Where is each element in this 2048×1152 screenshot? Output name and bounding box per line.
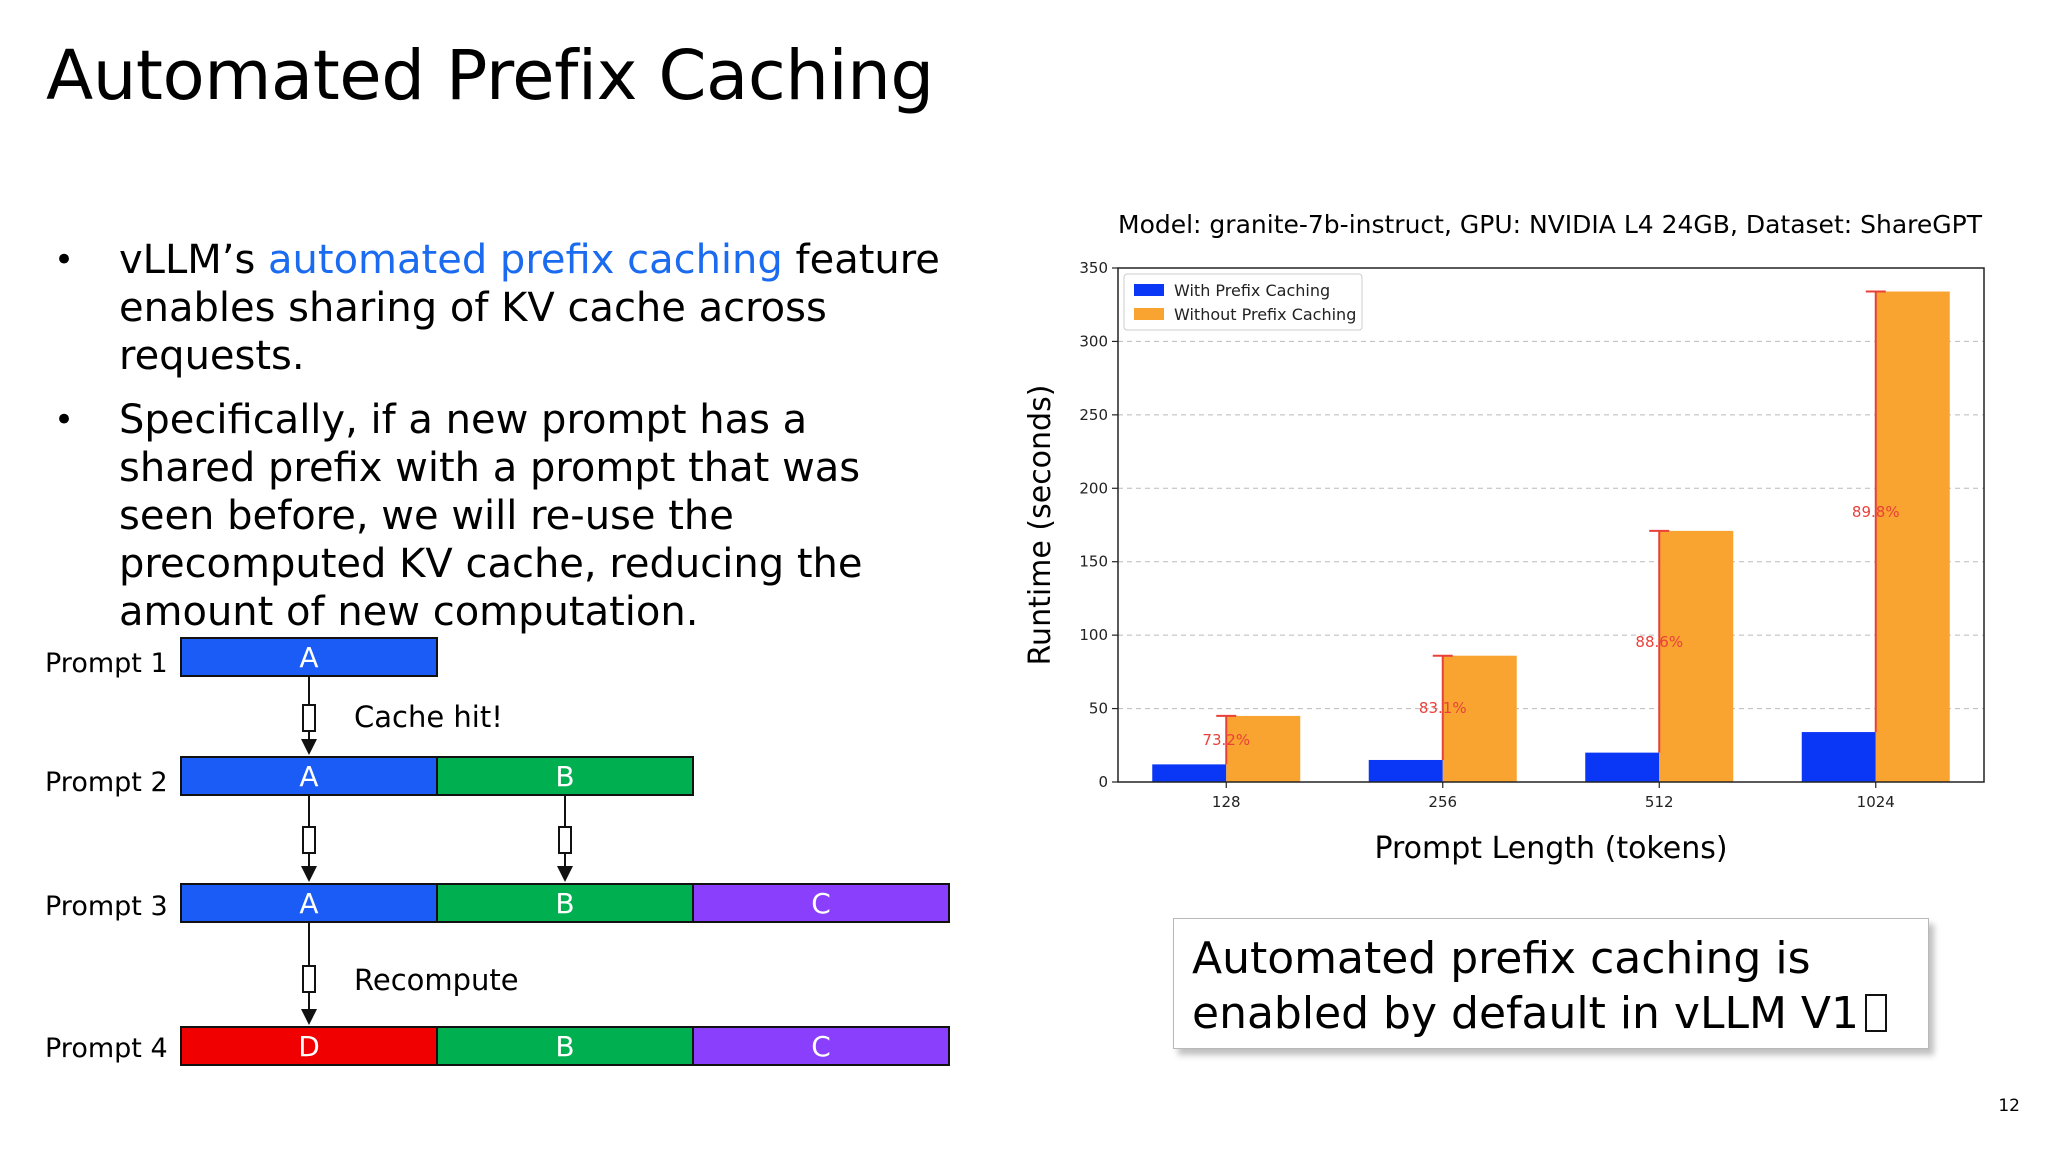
- arrowhead: [557, 866, 573, 882]
- segment-a: A: [180, 637, 438, 677]
- cache-hit-note: Cache hit!: [354, 700, 503, 734]
- bullet-text-post: feature enables sharing of KV cache acro…: [119, 237, 940, 379]
- segment-d: D: [180, 1026, 438, 1066]
- bar-with-caching: [1368, 759, 1443, 782]
- placeholder-glyph-icon: [1865, 994, 1888, 1032]
- legend-swatch: [1134, 308, 1164, 320]
- legend-label: Without Prefix Caching: [1174, 305, 1356, 324]
- bar-with-caching: [1152, 764, 1227, 782]
- segment-c: C: [692, 1026, 950, 1066]
- segment-b: B: [436, 1026, 694, 1066]
- x-tick-label: 1024: [1857, 793, 1895, 811]
- bullet-marker: •: [54, 240, 75, 280]
- legend-label: With Prefix Caching: [1174, 281, 1330, 300]
- page-title: Automated Prefix Caching: [46, 36, 934, 116]
- default-enabled-callout: Automated prefix caching is enabled by d…: [1173, 918, 1929, 1049]
- bullet-text: Specifically, if a new prompt has a shar…: [119, 397, 863, 635]
- bullet-marker: •: [54, 400, 75, 440]
- callout-text: Automated prefix caching is enabled by d…: [1192, 933, 1860, 1039]
- chart-title: Model: granite-7b-instruct, GPU: NVIDIA …: [1118, 210, 1982, 239]
- y-tick-label: 100: [1079, 626, 1108, 644]
- segment-c: C: [692, 883, 950, 923]
- page-number: 12: [1998, 1096, 2020, 1116]
- y-tick-label: 350: [1079, 259, 1108, 277]
- highlight-text: automated prefix caching: [268, 237, 783, 283]
- y-tick-label: 250: [1079, 406, 1108, 424]
- reduction-label: 83.1%: [1419, 699, 1467, 717]
- reduction-label: 89.8%: [1852, 503, 1900, 521]
- segment-b: B: [436, 883, 694, 923]
- segment-a: A: [180, 883, 438, 923]
- bullet-item: • Specifically, if a new prompt has a sh…: [46, 396, 946, 636]
- prompt-label: Prompt 1: [45, 648, 168, 679]
- reduction-label: 88.6%: [1635, 633, 1683, 651]
- y-tick-label: 0: [1098, 773, 1108, 791]
- bar-without-caching: [1875, 291, 1950, 782]
- x-tick-label: 512: [1645, 793, 1674, 811]
- legend-box: [1123, 273, 1363, 331]
- bullet-list: • vLLM’s automated prefix caching featur…: [46, 236, 946, 652]
- y-tick-label: 300: [1079, 332, 1108, 350]
- plot-frame: [1117, 267, 1985, 783]
- bar-with-caching: [1585, 752, 1660, 782]
- y-axis-label: Runtime (seconds): [1023, 385, 1058, 666]
- prompt-label: Prompt 3: [45, 891, 168, 922]
- arrowhead: [301, 739, 317, 755]
- chart-legend: With Prefix Caching Without Prefix Cachin…: [1123, 273, 1363, 331]
- x-tick-labels: 128 256 512 1024: [1212, 782, 1895, 811]
- bars: [1152, 291, 1950, 782]
- difference-markers: 73.2% 83.1% 88.6% 89.8%: [1202, 290, 1900, 765]
- bar-with-caching: [1801, 732, 1876, 782]
- x-tick-label: 128: [1212, 793, 1241, 811]
- y-tick-labels: 0 50 100 150 200 250 300 350: [1079, 259, 1118, 791]
- bullet-text-pre: vLLM’s: [119, 237, 269, 283]
- bar-without-caching: [1659, 530, 1734, 782]
- x-tick-label: 256: [1428, 793, 1457, 811]
- prefix-cache-diagram: Prompt 1 Prompt 2 Prompt 3 Prompt 4 A A …: [0, 620, 980, 1080]
- gridlines: [1118, 267, 1984, 710]
- legend-swatch: [1134, 284, 1164, 296]
- segment-b: B: [436, 756, 694, 796]
- placeholder-glyph-icon: [302, 965, 316, 993]
- y-tick-label: 200: [1079, 479, 1108, 497]
- arrowhead: [301, 866, 317, 882]
- recompute-note: Recompute: [354, 963, 519, 997]
- y-tick-label: 150: [1079, 553, 1108, 571]
- placeholder-glyph-icon: [558, 826, 572, 854]
- arrowhead: [301, 1009, 317, 1025]
- y-tick-label: 50: [1089, 700, 1108, 718]
- bar-without-caching: [1226, 715, 1301, 782]
- bullet-item: • vLLM’s automated prefix caching featur…: [46, 236, 946, 380]
- prompt-label: Prompt 2: [45, 767, 168, 798]
- prompt-label: Prompt 4: [45, 1033, 168, 1064]
- x-axis-label: Prompt Length (tokens): [1374, 831, 1727, 866]
- placeholder-glyph-icon: [302, 704, 316, 732]
- segment-a: A: [180, 756, 438, 796]
- reduction-label: 73.2%: [1202, 731, 1250, 749]
- runtime-bar-chart: 73.2% 83.1% 88.6% 89.8% 0 50 100 150 200 250 300 3…: [1023, 259, 1985, 866]
- placeholder-glyph-icon: [302, 826, 316, 854]
- bar-without-caching: [1442, 655, 1517, 782]
